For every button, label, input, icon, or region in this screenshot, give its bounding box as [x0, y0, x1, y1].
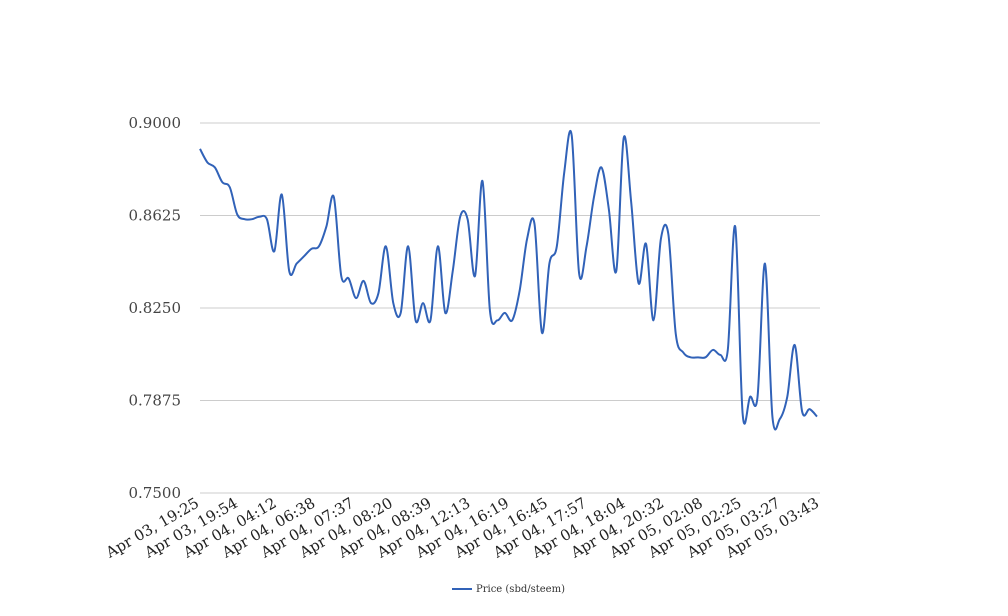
grid-lines	[200, 122, 820, 494]
y-tick-label: 0.7875	[129, 392, 182, 410]
legend[interactable]: Price (sbd/steem)	[452, 584, 565, 595]
y-axis-ticks: 0.9000 0.8625 0.8250 0.7875 0.7500	[129, 114, 182, 502]
series-line-price	[199, 130, 818, 431]
y-tick-label: 0.8625	[129, 207, 182, 225]
legend-label-price: Price (sbd/steem)	[476, 584, 565, 595]
y-tick-label: 0.9000	[129, 114, 182, 132]
y-tick-label: 0.8250	[129, 299, 182, 317]
series-layer	[199, 130, 818, 431]
y-tick-label: 0.7500	[129, 484, 182, 502]
